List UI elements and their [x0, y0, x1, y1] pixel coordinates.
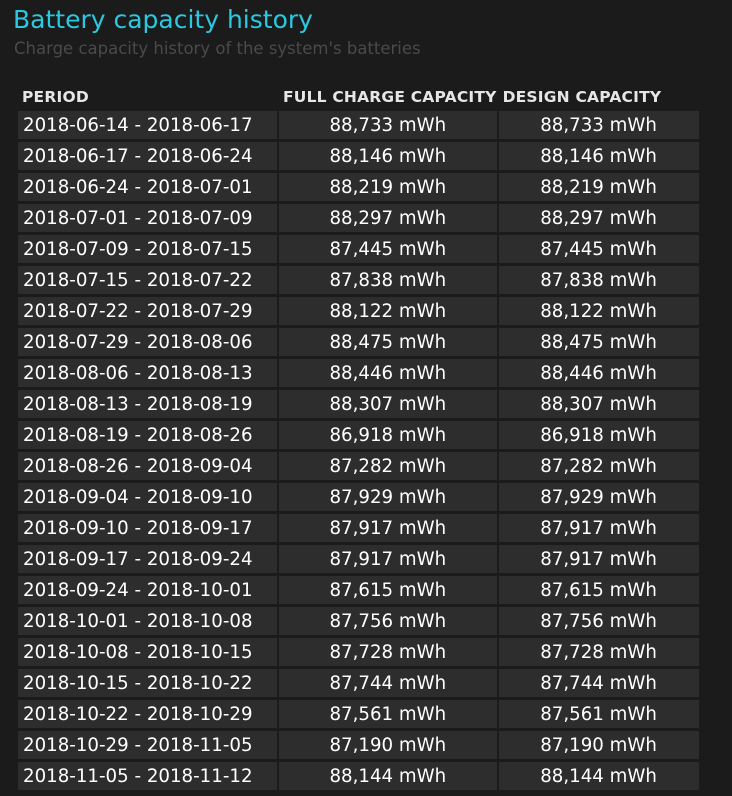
table-row: 2018-07-15 - 2018-07-22 87,838 mWh 87,838 … — [18, 266, 699, 294]
period-cell: 2018-07-22 - 2018-07-29 — [18, 297, 277, 325]
table-row: 2018-10-29 - 2018-11-05 87,190 mWh 87,190 … — [18, 731, 699, 759]
full-charge-capacity-cell: 88,297 mWh — [279, 204, 497, 232]
design-capacity-cell: 87,282 mWh — [498, 452, 699, 480]
table-row: 2018-10-22 - 2018-10-29 87,561 mWh 87,561 … — [18, 700, 699, 728]
period-cell: 2018-06-24 - 2018-07-01 — [18, 173, 277, 201]
period-cell: 2018-08-13 - 2018-08-19 — [18, 390, 277, 418]
battery-capacity-table: PERIOD FULL CHARGE CAPACITY DESIGN CAPAC… — [16, 82, 701, 793]
table-row: 2018-07-01 - 2018-07-09 88,297 mWh 88,297 … — [18, 204, 699, 232]
table-row: 2018-09-10 - 2018-09-17 87,917 mWh 87,917 … — [18, 514, 699, 542]
period-cell: 2018-08-26 - 2018-09-04 — [18, 452, 277, 480]
design-capacity-cell: 87,756 mWh — [498, 607, 699, 635]
full-charge-capacity-cell: 87,838 mWh — [279, 266, 497, 294]
full-charge-capacity-cell: 88,122 mWh — [279, 297, 497, 325]
design-capacity-cell: 88,146 mWh — [498, 142, 699, 170]
period-cell: 2018-10-08 - 2018-10-15 — [18, 638, 277, 666]
full-charge-capacity-cell: 87,282 mWh — [279, 452, 497, 480]
period-cell: 2018-10-01 - 2018-10-08 — [18, 607, 277, 635]
table-row: 2018-09-04 - 2018-09-10 87,929 mWh 87,929 … — [18, 483, 699, 511]
design-capacity-cell: 88,219 mWh — [498, 173, 699, 201]
period-cell: 2018-08-06 - 2018-08-13 — [18, 359, 277, 387]
design-capacity-cell: 88,733 mWh — [498, 111, 699, 139]
page-title: Battery capacity history — [13, 5, 313, 34]
table-row: 2018-06-14 - 2018-06-17 88,733 mWh 88,733 … — [18, 111, 699, 139]
period-cell: 2018-07-29 - 2018-08-06 — [18, 328, 277, 356]
table-row: 2018-08-06 - 2018-08-13 88,446 mWh 88,446 … — [18, 359, 699, 387]
table-row: 2018-08-13 - 2018-08-19 88,307 mWh 88,307 … — [18, 390, 699, 418]
design-capacity-cell: 87,744 mWh — [498, 669, 699, 697]
table-row: 2018-08-19 - 2018-08-26 86,918 mWh 86,918 … — [18, 421, 699, 449]
column-header-period: PERIOD — [22, 87, 89, 106]
full-charge-capacity-cell: 87,929 mWh — [279, 483, 497, 511]
full-charge-capacity-cell: 86,918 mWh — [279, 421, 497, 449]
design-capacity-cell: 87,190 mWh — [498, 731, 699, 759]
period-cell: 2018-09-17 - 2018-09-24 — [18, 545, 277, 573]
table-row: 2018-10-15 - 2018-10-22 87,744 mWh 87,744 … — [18, 669, 699, 697]
full-charge-capacity-cell: 87,615 mWh — [279, 576, 497, 604]
table-header-row: PERIOD FULL CHARGE CAPACITY DESIGN CAPAC… — [18, 85, 699, 108]
full-charge-capacity-cell: 87,917 mWh — [279, 545, 497, 573]
design-capacity-cell: 88,122 mWh — [498, 297, 699, 325]
table-body: 2018-06-14 - 2018-06-17 88,733 mWh 88,733 … — [18, 111, 699, 790]
full-charge-capacity-cell: 88,144 mWh — [279, 762, 497, 790]
period-cell: 2018-09-04 - 2018-09-10 — [18, 483, 277, 511]
design-capacity-cell: 87,445 mWh — [498, 235, 699, 263]
table-row: 2018-07-22 - 2018-07-29 88,122 mWh 88,122 … — [18, 297, 699, 325]
full-charge-capacity-cell: 88,446 mWh — [279, 359, 497, 387]
full-charge-capacity-cell: 87,190 mWh — [279, 731, 497, 759]
column-header-full-charge-capacity: FULL CHARGE CAPACITY — [283, 87, 497, 106]
design-capacity-cell: 88,446 mWh — [498, 359, 699, 387]
period-cell: 2018-09-24 - 2018-10-01 — [18, 576, 277, 604]
design-capacity-cell: 87,917 mWh — [498, 545, 699, 573]
page-subtitle: Charge capacity history of the system's … — [14, 39, 421, 58]
period-cell: 2018-09-10 - 2018-09-17 — [18, 514, 277, 542]
full-charge-capacity-cell: 88,475 mWh — [279, 328, 497, 356]
full-charge-capacity-cell: 87,756 mWh — [279, 607, 497, 635]
full-charge-capacity-cell: 87,561 mWh — [279, 700, 497, 728]
design-capacity-cell: 87,917 mWh — [498, 514, 699, 542]
design-capacity-cell: 87,728 mWh — [498, 638, 699, 666]
full-charge-capacity-cell: 88,307 mWh — [279, 390, 497, 418]
period-cell: 2018-11-05 - 2018-11-12 — [18, 762, 277, 790]
design-capacity-cell: 88,144 mWh — [498, 762, 699, 790]
table-row: 2018-11-05 - 2018-11-12 88,144 mWh 88,144 … — [18, 762, 699, 790]
full-charge-capacity-cell: 88,146 mWh — [279, 142, 497, 170]
table-row: 2018-07-29 - 2018-08-06 88,475 mWh 88,475 … — [18, 328, 699, 356]
table-row: 2018-09-24 - 2018-10-01 87,615 mWh 87,615 … — [18, 576, 699, 604]
period-cell: 2018-10-15 - 2018-10-22 — [18, 669, 277, 697]
full-charge-capacity-cell: 88,219 mWh — [279, 173, 497, 201]
period-cell: 2018-10-29 - 2018-11-05 — [18, 731, 277, 759]
period-cell: 2018-07-09 - 2018-07-15 — [18, 235, 277, 263]
design-capacity-cell: 87,838 mWh — [498, 266, 699, 294]
period-cell: 2018-08-19 - 2018-08-26 — [18, 421, 277, 449]
column-header-design-capacity: DESIGN CAPACITY — [502, 87, 662, 106]
design-capacity-cell: 86,918 mWh — [498, 421, 699, 449]
design-capacity-cell: 88,307 mWh — [498, 390, 699, 418]
full-charge-capacity-cell: 87,445 mWh — [279, 235, 497, 263]
period-cell: 2018-06-17 - 2018-06-24 — [18, 142, 277, 170]
period-cell: 2018-06-14 - 2018-06-17 — [18, 111, 277, 139]
table-row: 2018-06-17 - 2018-06-24 88,146 mWh 88,146 … — [18, 142, 699, 170]
period-cell: 2018-10-22 - 2018-10-29 — [18, 700, 277, 728]
full-charge-capacity-cell: 87,728 mWh — [279, 638, 497, 666]
full-charge-capacity-cell: 87,744 mWh — [279, 669, 497, 697]
design-capacity-cell: 87,561 mWh — [498, 700, 699, 728]
table-row: 2018-10-01 - 2018-10-08 87,756 mWh 87,756 … — [18, 607, 699, 635]
table-row: 2018-09-17 - 2018-09-24 87,917 mWh 87,917 … — [18, 545, 699, 573]
table-row: 2018-07-09 - 2018-07-15 87,445 mWh 87,445 … — [18, 235, 699, 263]
design-capacity-cell: 88,475 mWh — [498, 328, 699, 356]
period-cell: 2018-07-01 - 2018-07-09 — [18, 204, 277, 232]
table-row: 2018-10-08 - 2018-10-15 87,728 mWh 87,728 … — [18, 638, 699, 666]
design-capacity-cell: 87,929 mWh — [498, 483, 699, 511]
design-capacity-cell: 87,615 mWh — [498, 576, 699, 604]
table-row: 2018-08-26 - 2018-09-04 87,282 mWh 87,282 … — [18, 452, 699, 480]
full-charge-capacity-cell: 88,733 mWh — [279, 111, 497, 139]
period-cell: 2018-07-15 - 2018-07-22 — [18, 266, 277, 294]
design-capacity-cell: 88,297 mWh — [498, 204, 699, 232]
table-row: 2018-06-24 - 2018-07-01 88,219 mWh 88,219 … — [18, 173, 699, 201]
full-charge-capacity-cell: 87,917 mWh — [279, 514, 497, 542]
